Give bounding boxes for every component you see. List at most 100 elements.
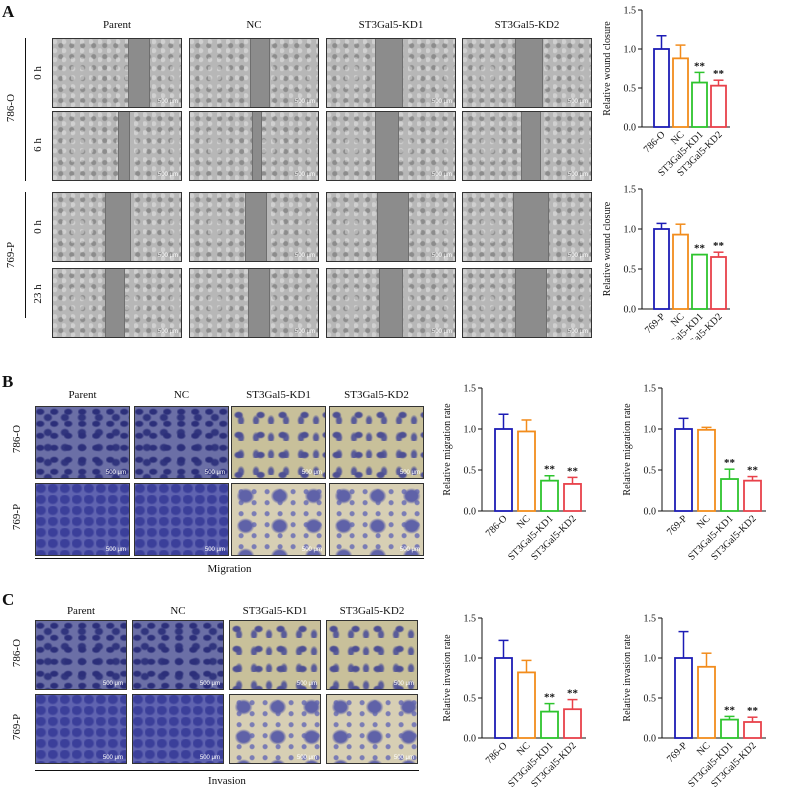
wound-gap	[118, 112, 130, 180]
scale-bar-label: 500 μm	[567, 99, 588, 105]
x-tick-label: 786-O	[642, 129, 668, 155]
scale-bar-label: 500 μm	[567, 329, 588, 335]
scale-bar-label: 500 μm	[431, 99, 452, 105]
y-tick-label: 0.5	[644, 694, 657, 705]
scale-bar-label: 500 μm	[567, 172, 588, 178]
b-col-header-parent: Parent	[68, 389, 97, 401]
wound-gap	[513, 193, 549, 261]
wound-image: 500 μm	[52, 111, 182, 181]
panel-letter-a: A	[2, 2, 15, 21]
migration-image: 500 μm	[329, 406, 424, 479]
scale-bar-label: 500 μm	[157, 172, 178, 178]
scale-bar-label: 500 μm	[393, 681, 414, 687]
wound-image: 500 μm	[462, 111, 592, 181]
c-col-header-parent: Parent	[66, 605, 96, 617]
invasion-image: 500 μm	[35, 694, 127, 764]
c-col-header-kd1: ST3Gal5-KD1	[242, 605, 308, 617]
invasion-caption: Invasion	[208, 775, 246, 787]
bar	[540, 710, 559, 739]
y-tick-label: 1.5	[624, 185, 637, 196]
timepoint-786-6h: 6 h	[32, 138, 44, 152]
y-tick-label: 1.5	[464, 384, 477, 395]
x-tick-label: 769-P	[643, 311, 668, 336]
significance-mark: **	[544, 464, 556, 476]
y-tick-label: 0.5	[624, 84, 637, 95]
y-tick-label: 1.0	[644, 425, 657, 436]
wound-gap	[375, 39, 403, 107]
col-header-parent: Parent	[102, 19, 132, 31]
bar	[691, 253, 708, 310]
invasion-rule	[35, 770, 419, 771]
wound-gap	[105, 193, 131, 261]
scale-bar-label: 500 μm	[105, 547, 126, 553]
wound-image: 500 μm	[189, 111, 319, 181]
bar	[710, 84, 727, 128]
y-axis-label: Relative wound closure	[602, 201, 613, 296]
bar	[674, 657, 693, 739]
y-tick-label: 0.0	[464, 734, 477, 745]
y-axis-label: Relative invasion rate	[622, 634, 633, 722]
wound-gap	[128, 39, 150, 107]
significance-mark: **	[724, 457, 736, 469]
bar	[563, 708, 582, 739]
migration-image: 500 μm	[35, 406, 130, 479]
migration-image: 500 μm	[329, 483, 424, 556]
x-tick-label: 786-O	[484, 513, 510, 539]
migration-rule	[35, 558, 424, 559]
x-tick-label: NC	[695, 513, 713, 531]
wound-image: 500 μm	[52, 268, 182, 338]
scale-bar-label: 500 μm	[157, 253, 178, 259]
y-tick-label: 1.5	[464, 614, 477, 625]
invasion-image: 500 μm	[229, 620, 321, 690]
bar	[691, 81, 708, 128]
scale-bar-label: 500 μm	[431, 172, 452, 178]
x-tick-label: 786-O	[484, 740, 510, 766]
significance-mark: **	[713, 240, 725, 252]
scale-bar-label: 500 μm	[294, 253, 315, 259]
migration-image: 500 μm	[134, 406, 229, 479]
significance-mark: **	[567, 465, 579, 477]
wound-image: 500 μm	[52, 192, 182, 262]
wound-image: 500 μm	[462, 38, 592, 108]
bar	[720, 718, 739, 739]
scale-bar-label: 500 μm	[294, 172, 315, 178]
row-label-769p: 769-P	[5, 241, 17, 269]
migration-image: 500 μm	[134, 483, 229, 556]
migration-caption: Migration	[207, 563, 252, 575]
y-tick-label: 1.5	[644, 384, 657, 395]
y-tick-label: 0.5	[464, 466, 477, 477]
c-row-label-769p: 769-P	[11, 713, 23, 741]
y-tick-label: 0.0	[644, 507, 657, 518]
y-tick-label: 1.0	[624, 225, 637, 236]
c-col-header-nc: NC	[170, 605, 186, 617]
scale-bar-label: 500 μm	[567, 253, 588, 259]
y-tick-label: 0.0	[624, 305, 637, 316]
wound-image: 500 μm	[326, 268, 456, 338]
invasion-image: 500 μm	[35, 620, 127, 690]
wound-gap	[375, 112, 399, 180]
scale-bar-label: 500 μm	[399, 470, 420, 476]
wound-gap	[105, 269, 125, 337]
bar	[672, 57, 689, 128]
wound-gap	[515, 39, 543, 107]
wound-gap	[248, 269, 270, 337]
bar	[674, 428, 693, 512]
y-tick-label: 0.5	[644, 466, 657, 477]
bar	[494, 428, 513, 512]
c-row-label-786o: 786-O	[11, 638, 23, 668]
bar	[653, 228, 670, 310]
chart-invasion-769p: 0.0 0.5 1.0 1.5 Relative invasion rate 769-P N…	[622, 614, 766, 790]
bar	[697, 428, 716, 512]
y-tick-label: 1.0	[624, 45, 637, 56]
bracket-769p	[25, 192, 26, 318]
b-row-label-786o: 786-O	[11, 424, 23, 454]
y-tick-label: 0.5	[624, 265, 637, 276]
scale-bar-label: 500 μm	[393, 755, 414, 761]
y-axis-label: Relative migration rate	[622, 403, 633, 496]
significance-mark: **	[724, 704, 736, 716]
scale-bar-label: 500 μm	[204, 470, 225, 476]
scale-bar-label: 500 μm	[204, 547, 225, 553]
scale-bar-label: 500 μm	[301, 470, 322, 476]
